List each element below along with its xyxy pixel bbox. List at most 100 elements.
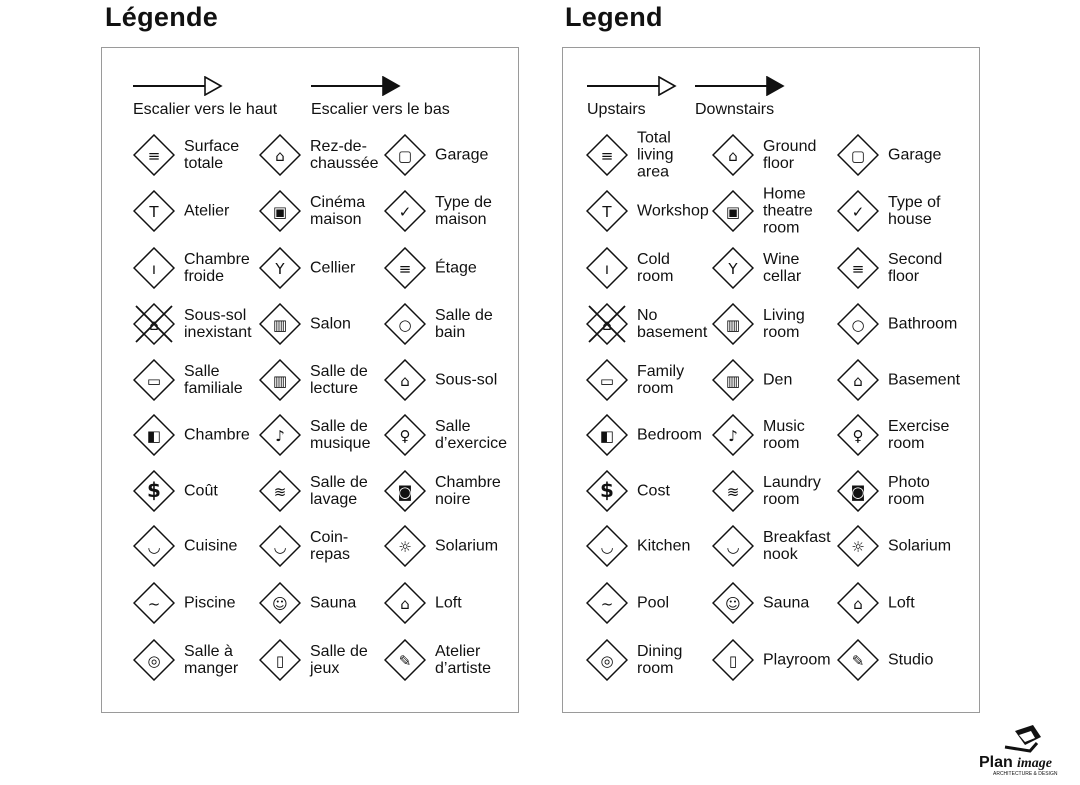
legend-item-label: Salle à manger — [184, 643, 239, 677]
legend-item: ✎ Atelier d’artiste — [384, 639, 533, 716]
legend-item-label: Loft — [888, 594, 915, 612]
breakfast-cup-icon: ◡ — [259, 525, 301, 567]
legend-item-label: Rez-de- chaussée — [310, 138, 379, 172]
svg-text:$: $ — [147, 478, 161, 502]
legend-item: Y Cellier — [259, 247, 408, 324]
legend-item: ▣ Home theatre room — [712, 186, 861, 267]
legend-item: ◙ Chambre noire — [384, 470, 533, 547]
loft-icon: ⌂ — [384, 582, 426, 624]
legend-item: ≡ Étage — [384, 247, 533, 324]
workshop-hammer-icon: T — [586, 190, 628, 232]
legend-item: ♪ Music room — [712, 414, 861, 491]
svg-text:≡: ≡ — [148, 147, 161, 165]
ground-floor-icon: ⌂ — [712, 134, 754, 176]
legend-item: ⌂ No basement — [586, 303, 735, 380]
legend-item: ◡ Cuisine — [133, 525, 282, 602]
legend-item: ⌂ Rez-de- chaussée — [259, 134, 408, 211]
dining-plate-icon: ◎ — [586, 639, 628, 681]
legend-item: ◙ Photo room — [837, 470, 986, 547]
svg-text:◙: ◙ — [851, 483, 866, 501]
legend-item: ☺ Sauna — [712, 582, 861, 659]
legend-item: ▯ Salle de jeux — [259, 639, 408, 716]
svg-text:✎: ✎ — [399, 652, 412, 670]
svg-text:◙: ◙ — [398, 483, 413, 501]
legend-item-label: Garage — [888, 146, 942, 164]
legend-item: ▢ Garage — [384, 134, 533, 211]
legend-item-label: Exercise room — [888, 418, 950, 452]
legend-item-label: Photo room — [888, 474, 930, 508]
legend-item: ~ Piscine — [133, 582, 282, 659]
cold-room-thermometer-icon: ı — [586, 247, 628, 289]
sauna-icon: ☺ — [712, 582, 754, 624]
playroom-icon: ▯ — [259, 639, 301, 681]
legend-item: ◎ Salle à manger — [133, 639, 282, 716]
svg-text:≋: ≋ — [727, 483, 740, 501]
legend-item: ▥ Salle de lecture — [259, 359, 408, 436]
legend-item: ◡ Breakfast nook — [712, 525, 861, 602]
svg-text:▥: ▥ — [726, 316, 740, 334]
legend-item-label: Salle de lecture — [310, 363, 368, 397]
legend-item: ▥ Salon — [259, 303, 408, 380]
svg-text:♪: ♪ — [728, 427, 738, 445]
svg-text:▣: ▣ — [273, 203, 287, 221]
legend-item: ⌂ Ground floor — [712, 134, 861, 211]
pool-icon: ~ — [133, 582, 175, 624]
svg-text:image: image — [1017, 756, 1052, 771]
svg-text:☺: ☺ — [272, 595, 288, 613]
wine-cellar-icon: Y — [712, 247, 754, 289]
legend-item: T Workshop — [586, 190, 735, 267]
solarium-sun-icon: ☼ — [837, 525, 879, 567]
legend-item: ♪ Salle de musique — [259, 414, 408, 491]
legend-item: ≋ Salle de lavage — [259, 470, 408, 547]
family-room-tv-icon: ▭ — [586, 359, 628, 401]
svg-text:⌂: ⌂ — [728, 147, 738, 165]
dining-plate-icon: ◎ — [133, 639, 175, 681]
svg-text:⌂: ⌂ — [400, 595, 410, 613]
stairs-down-label: Escalier vers le bas — [311, 101, 450, 118]
legend-item-label: Solarium — [435, 537, 499, 555]
legend-item-label: Bathroom — [888, 315, 958, 333]
legend-item-label: Bedroom — [637, 426, 702, 444]
music-note-icon: ♪ — [259, 414, 301, 456]
legend-item-label: Atelier — [184, 202, 230, 220]
legend-item-label: Cinéma maison — [310, 194, 366, 228]
legend-item-label: Chambre froide — [184, 251, 250, 285]
legend-item-label: Atelier d’artiste — [435, 643, 492, 677]
photo-camera-icon: ◙ — [384, 470, 426, 512]
legend-item-label: Living room — [763, 307, 805, 341]
legend-item: ♀ Salle d’exercice — [384, 414, 533, 491]
laundry-icon: ≋ — [259, 470, 301, 512]
legend-item-label: Basement — [888, 371, 961, 389]
total-area-icon: ≡ — [133, 134, 175, 176]
svg-text:▥: ▥ — [273, 316, 287, 334]
legend-item-label: Salle de jeux — [310, 643, 368, 677]
no-basement-icon: ⌂ — [133, 303, 175, 345]
french-legend-title: Légende — [105, 2, 219, 32]
legend-item-label: Second floor — [888, 251, 943, 285]
legend-item: ⌂ Basement — [837, 359, 986, 436]
legend-item: ▭ Salle familiale — [133, 359, 282, 436]
svg-text:✎: ✎ — [852, 652, 865, 670]
legend-item-label: Type de maison — [435, 194, 492, 228]
legend-item-label: Playroom — [763, 651, 831, 669]
bathroom-icon: ○ — [837, 303, 879, 345]
legend-item: ≡ Surface totale — [133, 134, 282, 211]
ground-floor-icon: ⌂ — [259, 134, 301, 176]
svg-text:▢: ▢ — [851, 147, 865, 165]
loft-icon: ⌂ — [837, 582, 879, 624]
legend-item: $ Cost — [586, 470, 735, 547]
svg-text:▭: ▭ — [147, 372, 161, 390]
cost-dollar-icon: $ — [586, 470, 628, 512]
legend-item-label: Family room — [637, 363, 685, 397]
legend-item: ☼ Solarium — [837, 525, 986, 602]
legend-item: ♀ Exercise room — [837, 414, 986, 491]
svg-text:≋: ≋ — [274, 483, 287, 501]
legend-item-label: Piscine — [184, 594, 236, 612]
legend-item-label: Breakfast nook — [763, 529, 831, 563]
sauna-icon: ☺ — [259, 582, 301, 624]
stairs-up-arrow-icon — [587, 76, 677, 96]
solarium-sun-icon: ☼ — [384, 525, 426, 567]
legend-item-label: Chambre — [184, 426, 250, 444]
workshop-hammer-icon: T — [133, 190, 175, 232]
svg-text:◡: ◡ — [147, 538, 160, 556]
